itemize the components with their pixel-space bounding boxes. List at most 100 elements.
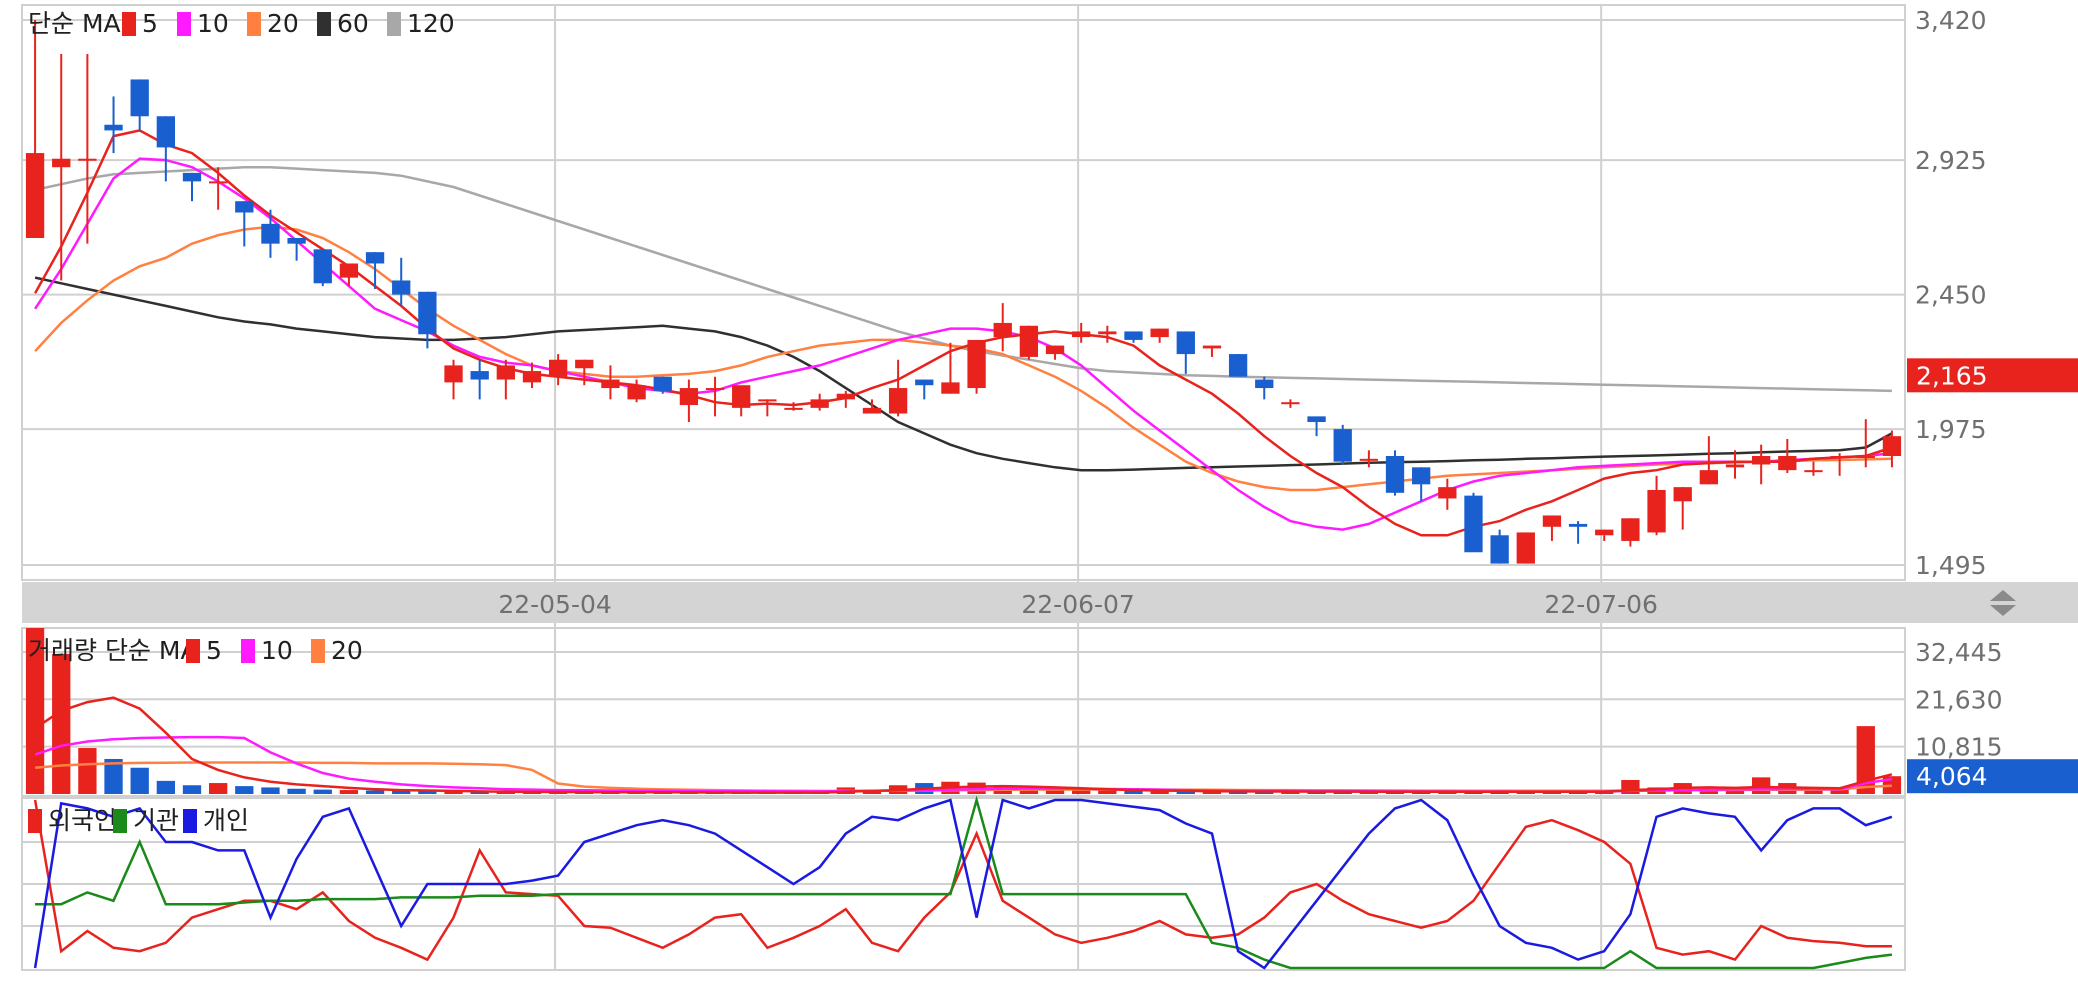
volume-legend-swatch [186, 639, 200, 663]
volume-bar [418, 791, 437, 794]
investor-panel [33, 795, 1893, 970]
candle-body [1307, 416, 1326, 423]
scroll-up-icon[interactable] [1990, 590, 2016, 601]
ma-5-line [34, 129, 1893, 537]
volume-bar [130, 767, 149, 794]
price-legend-label: 60 [337, 9, 369, 38]
candle-body [1804, 470, 1823, 473]
candle-body [78, 158, 97, 161]
price-y-tick-label: 1,975 [1915, 415, 1987, 444]
last-price-tag [1907, 358, 2078, 393]
candle-body [313, 249, 332, 284]
volume-bar [1255, 791, 1274, 794]
volume-legend-label: 10 [261, 636, 293, 665]
volume-panel [25, 628, 1902, 794]
price-legend-label: 5 [142, 9, 158, 38]
volume-bar [52, 653, 71, 794]
volume-bar [1281, 791, 1300, 794]
investor-line-외국인 [33, 799, 1892, 962]
volume-bar [287, 788, 306, 794]
volume-y-tick-label: 10,815 [1915, 733, 2002, 762]
candle-body [1412, 467, 1431, 485]
volume-legend: 거래량 단순 MA 5 10 20 [28, 636, 363, 665]
x-tick-label: 22-05-04 [498, 590, 611, 619]
volume-bar [261, 787, 280, 794]
candle-body [235, 201, 254, 213]
candle-body [1778, 456, 1797, 471]
candle-body [470, 371, 489, 380]
volume-bar [496, 792, 515, 794]
price-legend-swatch [177, 12, 191, 36]
investor-line-개인 [33, 798, 1893, 970]
volume-bar [1307, 791, 1326, 794]
candle-body [784, 407, 803, 410]
volume-y-tick-label: 21,630 [1915, 685, 2002, 714]
volume-bar [1830, 789, 1849, 794]
volume-legend-label: 5 [206, 636, 222, 665]
candle-body [522, 371, 542, 383]
volume-y-tick-label: 32,445 [1915, 638, 2002, 667]
candle-body [941, 382, 960, 394]
candle-body [339, 263, 359, 278]
candle-body [888, 388, 908, 414]
candle-body [1359, 458, 1379, 461]
candle-body [1019, 325, 1039, 357]
price-legend: 단순 MA 5 10 20 60 120 [28, 9, 455, 38]
volume-bar [392, 790, 411, 794]
candle-body [1568, 523, 1588, 527]
candle-body [1647, 489, 1666, 533]
volume-bar [1176, 791, 1195, 794]
candle-body [653, 376, 672, 391]
candle-body [732, 385, 751, 408]
price-y-tick-label: 1,495 [1915, 551, 1987, 580]
price-legend-label: 10 [197, 9, 229, 38]
x-tick-label: 22-07-06 [1544, 590, 1657, 619]
price-legend-label: 20 [267, 9, 299, 38]
investor-legend-label: 기관 [133, 806, 179, 835]
candle-body [1542, 515, 1562, 527]
candle-body [1098, 331, 1117, 335]
candle-body [967, 339, 986, 389]
investor-legend-label: 개인 [203, 806, 249, 835]
candle-body [1385, 456, 1405, 493]
price-panel [25, 20, 1902, 564]
candle-body [836, 393, 855, 400]
volume-bar [365, 790, 385, 794]
candle-body [1072, 331, 1091, 338]
candle-body [208, 181, 228, 184]
candle-body [1255, 379, 1274, 389]
price-y-tick-label: 2,450 [1915, 281, 1987, 310]
volume-bar [444, 791, 463, 794]
price-legend-title: 단순 MA [28, 9, 121, 38]
volume-legend-label: 20 [331, 636, 363, 665]
volume-bar [1045, 788, 1065, 794]
date-band-background [22, 582, 2078, 623]
price-y-tick-label: 2,925 [1915, 146, 1987, 175]
volume-bar [1228, 791, 1248, 794]
candle-body [1516, 532, 1535, 564]
candle-body [418, 291, 437, 335]
last-price-label: 2,165 [1916, 361, 1988, 390]
volume-bar [182, 785, 202, 794]
ma-120-line [34, 165, 1892, 393]
x-tick-label: 22-06-07 [1021, 590, 1134, 619]
candle-body [1464, 495, 1483, 553]
volume-bar [1202, 791, 1222, 794]
price-frame [21, 4, 1906, 581]
volume-legend-title: 거래량 단순 MA [28, 636, 198, 665]
investor-legend-swatch [113, 809, 127, 833]
volume-bar [208, 783, 228, 794]
candle-body [1490, 535, 1509, 564]
candle-body [1699, 470, 1719, 485]
candle-body [444, 365, 463, 383]
price-y-tick-label: 3,420 [1915, 6, 1987, 35]
last-volume-tag [1907, 759, 2078, 794]
candle-body [1595, 529, 1614, 536]
volume-bar [1856, 726, 1875, 794]
candle-body [758, 399, 777, 402]
scroll-down-icon[interactable] [1990, 605, 2016, 616]
candle-body [1882, 436, 1902, 456]
candle-body [1752, 456, 1771, 465]
candle-body [156, 116, 175, 148]
